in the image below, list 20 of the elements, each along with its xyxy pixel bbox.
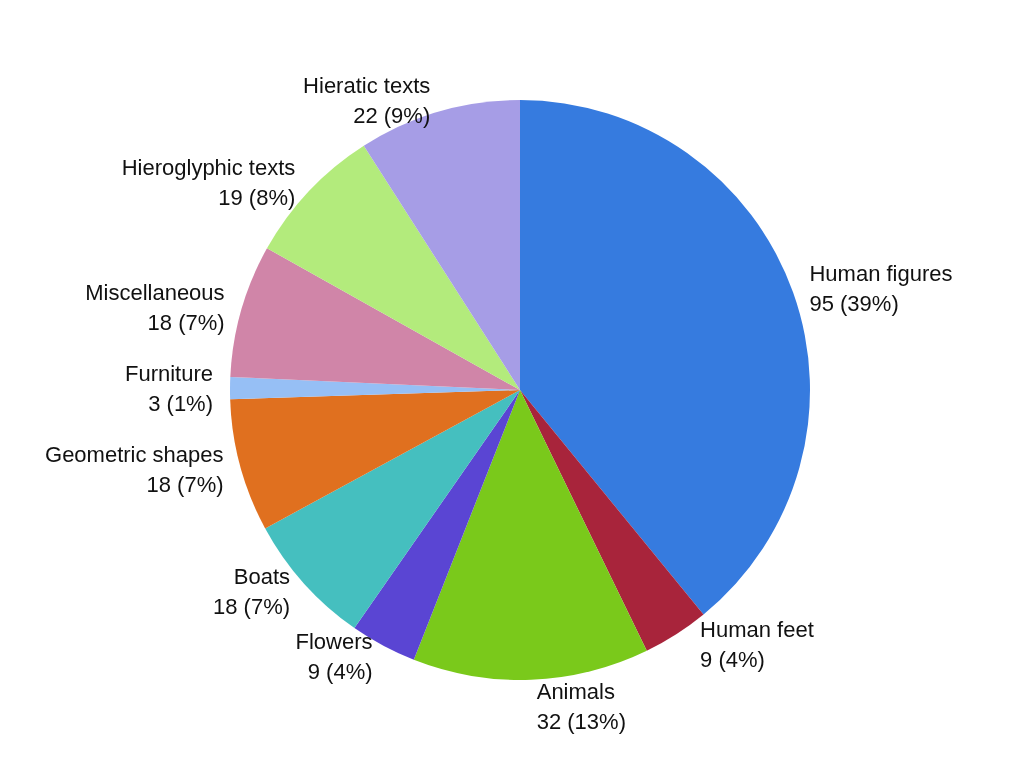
data-label: 19 (8%) — [218, 185, 296, 211]
data-label: 9 (4%) — [700, 646, 765, 672]
slice-label: Geometric shapes — [45, 441, 224, 467]
data-label: 3 (1%) — [148, 390, 214, 416]
data-label: 9 (4%) — [307, 658, 373, 684]
data-label: 95 (39%) — [809, 291, 899, 317]
slice-label: Hieroglyphic texts — [121, 155, 296, 181]
data-label: 22 (9%) — [353, 102, 431, 128]
data-label: 32 (13%) — [536, 708, 626, 734]
data-label: 18 (7%) — [213, 594, 291, 619]
data-label: 18 (7%) — [147, 309, 225, 335]
slice-label: Flowers — [295, 628, 373, 654]
data-label: 18 (7%) — [146, 471, 224, 497]
slice-label: Miscellaneous — [85, 279, 225, 305]
slice-label: Human figures — [809, 261, 953, 287]
slice-label: Hieratic texts — [303, 72, 431, 98]
slice-label: Animals — [536, 678, 615, 704]
slice-label: Furniture — [124, 360, 214, 386]
slice-label: Human feet — [700, 616, 814, 642]
slice-label: Boats — [233, 564, 291, 589]
